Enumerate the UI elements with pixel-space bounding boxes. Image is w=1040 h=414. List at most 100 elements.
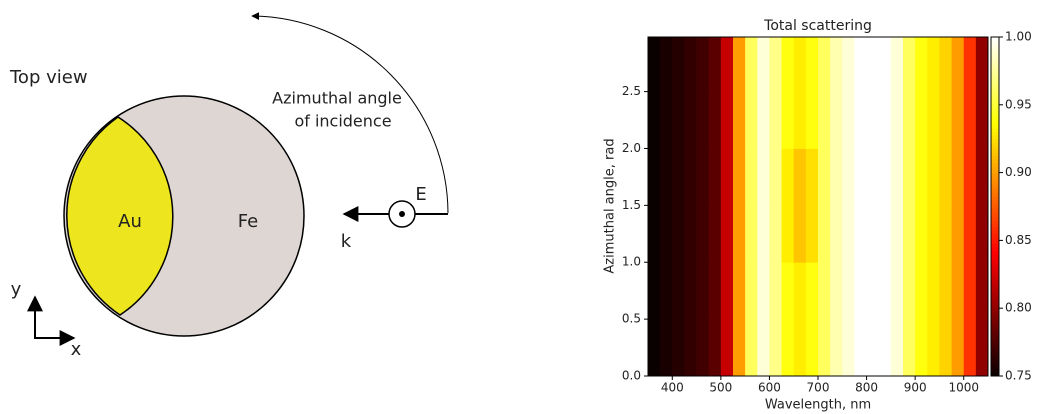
heatmap-cell	[781, 37, 795, 93]
top-view-label: Top view	[9, 67, 88, 88]
heatmap-cell	[648, 91, 661, 149]
heatmap-cell	[781, 319, 795, 377]
heatmap-cell	[927, 148, 940, 206]
colorbar-tick-label: 0.75	[1005, 369, 1032, 383]
colorbar-segment	[991, 355, 999, 360]
y-tick-label: 2.5	[622, 84, 641, 98]
colorbar-segment	[991, 47, 999, 52]
y-tick-label: 0.5	[622, 312, 641, 326]
colorbar-segment	[991, 165, 999, 170]
heatmap-cell	[854, 37, 867, 93]
heatmap-cell	[890, 148, 904, 206]
heatmap-cell	[842, 262, 855, 320]
heatmap-cell	[757, 148, 770, 206]
colorbar-segment	[991, 277, 999, 282]
colorbar-segment	[991, 209, 999, 214]
colorbar-segment	[991, 145, 999, 150]
heatmap-cell	[696, 205, 710, 263]
heatmap-cell	[660, 262, 673, 320]
heatmap-cell	[890, 37, 904, 93]
heatmap-cell	[781, 91, 795, 149]
heatmap-cell	[842, 319, 855, 377]
heatmap-cell	[708, 262, 722, 320]
heatmap-cell	[890, 262, 904, 320]
heatmap-cell	[866, 148, 880, 206]
heatmap-cell	[842, 37, 855, 93]
colorbar-tick-label: 0.80	[1005, 301, 1032, 315]
colorbar-segment	[991, 91, 999, 96]
colorbar-segment	[991, 98, 999, 102]
heatmap-cell	[927, 91, 940, 149]
e-label: E	[415, 184, 426, 205]
colorbar-segment	[991, 304, 999, 309]
chart-title: Total scattering	[763, 18, 872, 34]
heatmap-cell	[854, 319, 867, 377]
colorbar-segment	[991, 125, 999, 130]
heatmap-cell	[648, 205, 661, 263]
colorbar-segment	[991, 182, 999, 187]
colorbar-segment	[991, 287, 999, 292]
heatmap-cell	[951, 148, 965, 206]
colorbar-segment	[991, 179, 999, 184]
colorbar-segment	[991, 362, 999, 367]
heatmap-cell	[720, 91, 734, 149]
colorbar-segment	[991, 67, 999, 72]
heatmap-cell	[672, 205, 685, 263]
y-tick-label: 1.5	[622, 198, 641, 212]
x-tick-label: 500	[709, 381, 732, 395]
heatmap-cell	[903, 205, 916, 263]
colorbar-segment	[991, 135, 999, 140]
heatmap-cell	[866, 37, 880, 93]
colorbar-segment	[991, 37, 999, 41]
heatmap-cell	[975, 148, 989, 206]
heatmap-cell	[660, 37, 673, 93]
colorbar-tick-label: 0.85	[1005, 233, 1032, 247]
heatmap-cell	[745, 37, 758, 93]
x-tick-label: 600	[758, 381, 781, 395]
heatmap-cell	[890, 319, 904, 377]
heatmap-cell	[684, 205, 697, 263]
colorbar-segment	[991, 247, 999, 252]
colorbar-segment	[991, 155, 999, 160]
heatmap-cell	[733, 205, 746, 263]
heatmap-cell	[696, 262, 710, 320]
colorbar-segment	[991, 131, 999, 136]
heatmap-cell	[805, 262, 819, 320]
heatmap-cell	[708, 148, 722, 206]
colorbar-segment	[991, 40, 999, 45]
heatmap-cell	[963, 37, 977, 93]
colorbar-segment	[991, 281, 999, 285]
colorbar-segment	[991, 233, 999, 238]
colorbar-segment	[991, 294, 999, 299]
heatmap-cell	[745, 262, 758, 320]
heatmap-cell	[878, 319, 892, 377]
heatmap-cell	[951, 91, 965, 149]
colorbar-segment	[991, 152, 999, 157]
heatmap-cell	[660, 148, 673, 206]
heatmap-cell	[720, 148, 734, 206]
heatmap-cell	[830, 148, 843, 206]
heatmap-cell	[842, 205, 855, 263]
heatmap-cell	[927, 262, 940, 320]
heatmap-cell	[830, 91, 843, 149]
colorbar-segment	[991, 104, 999, 109]
heatmap-cell	[854, 91, 867, 149]
colorbar-segment	[991, 196, 999, 201]
heatmap-cell	[975, 91, 989, 149]
colorbar-segment	[991, 114, 999, 119]
colorbar-segment	[991, 159, 999, 163]
colorbar-segment	[991, 253, 999, 258]
heatmap-cell	[745, 319, 758, 377]
heatmap-cell	[854, 205, 867, 263]
heatmap-cell	[672, 148, 685, 206]
heatmap-cell	[660, 91, 673, 149]
colorbar-segment	[991, 250, 999, 255]
heatmap-cell	[769, 148, 782, 206]
heatmap-cell	[951, 262, 965, 320]
heatmap-cell	[684, 37, 697, 93]
colorbar-segment	[991, 87, 999, 92]
heatmap-cell	[805, 91, 819, 149]
colorbar-segment	[991, 328, 999, 333]
colorbar-segment	[991, 369, 999, 374]
heatmap-cell	[757, 205, 770, 263]
